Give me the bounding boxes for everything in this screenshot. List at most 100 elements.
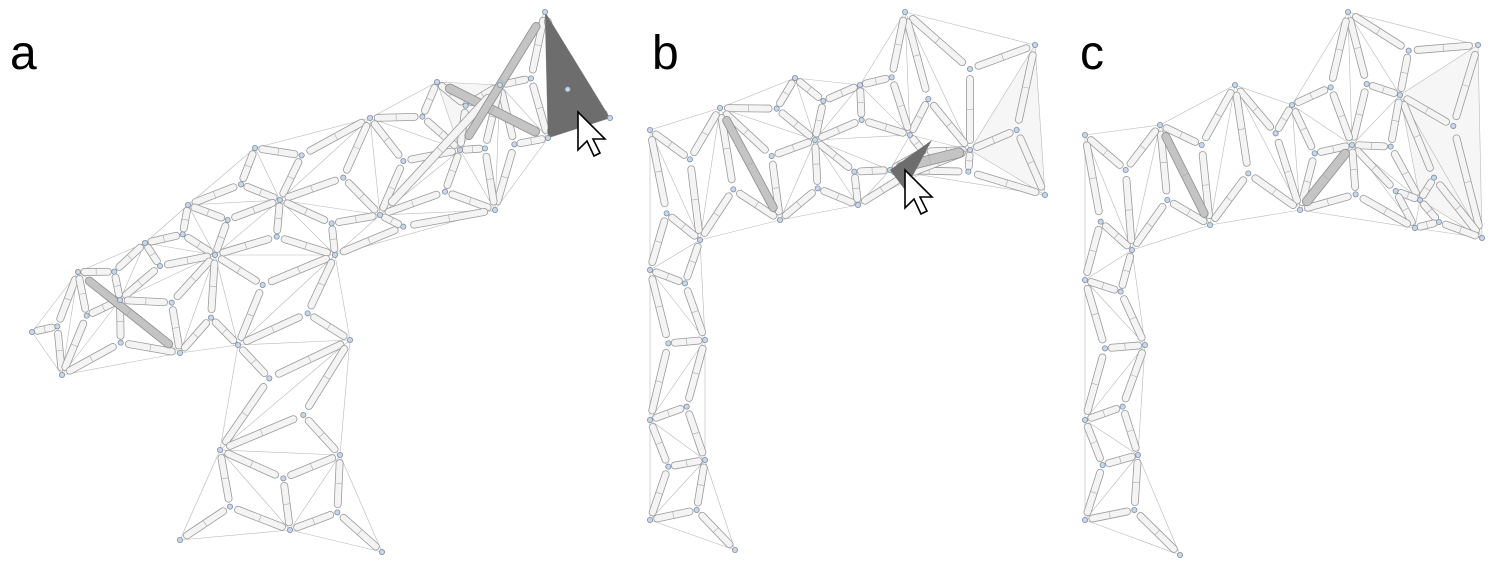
- tensegrity-structure-c: [1081, 8, 1485, 559]
- node-joint: [378, 549, 385, 556]
- node-joint: [647, 517, 653, 524]
- node-joint: [156, 262, 163, 269]
- strut: [776, 79, 796, 108]
- strut: [648, 423, 670, 464]
- strut: [224, 449, 279, 479]
- strut: [75, 275, 90, 313]
- strut: [1291, 108, 1316, 151]
- strut: [1441, 220, 1480, 240]
- cable: [904, 11, 971, 151]
- panel-label-b: b: [652, 27, 679, 80]
- strut: [1388, 98, 1403, 143]
- strut: [1302, 148, 1350, 207]
- cable: [1131, 249, 1146, 346]
- node-joint: [226, 503, 233, 510]
- cable: [254, 117, 371, 149]
- strut: [909, 101, 930, 133]
- strut: [778, 109, 814, 140]
- cable: [699, 219, 781, 241]
- strut: [685, 344, 707, 402]
- strut: [683, 287, 707, 337]
- cable: [1347, 11, 1479, 46]
- node-joint: [665, 463, 672, 470]
- strut: [339, 226, 399, 256]
- strut: [267, 254, 330, 286]
- node-joint: [925, 96, 932, 103]
- cable: [459, 149, 496, 211]
- strut: [147, 231, 181, 246]
- cable: [719, 77, 796, 109]
- cable: [814, 139, 859, 206]
- node-joint: [211, 251, 218, 258]
- node-joint: [665, 340, 672, 347]
- cable: [279, 117, 371, 201]
- strut: [818, 119, 859, 141]
- node-joint: [331, 251, 338, 258]
- strut: [243, 182, 278, 202]
- node-joint: [1198, 141, 1205, 148]
- strut: [1351, 13, 1405, 50]
- cable: [1034, 44, 1046, 196]
- node-joint: [607, 115, 614, 122]
- node-joint: [732, 547, 739, 554]
- strut: [242, 313, 303, 345]
- strut: [217, 454, 233, 503]
- cable: [1209, 84, 1236, 226]
- strut: [1303, 192, 1352, 212]
- node-joint: [207, 314, 214, 321]
- arrow-cursor-icon: [577, 110, 607, 158]
- node-joint: [1206, 221, 1213, 228]
- strut: [1087, 405, 1121, 422]
- node-joint: [366, 115, 373, 122]
- cable: [144, 242, 216, 256]
- cable: [219, 449, 341, 456]
- cable: [179, 344, 239, 354]
- node-joint: [768, 152, 775, 159]
- node-joint: [965, 168, 972, 175]
- strut: [648, 275, 670, 338]
- strut: [929, 101, 969, 148]
- strut: [1202, 88, 1235, 142]
- cable: [814, 134, 911, 141]
- strut: [1136, 512, 1178, 553]
- cable: [859, 84, 911, 136]
- node-joint: [496, 82, 503, 89]
- strut: [1403, 95, 1450, 126]
- strut: [65, 343, 117, 375]
- strut: [239, 150, 257, 183]
- cable: [179, 254, 216, 354]
- node-joint: [441, 188, 448, 195]
- node-joint: [851, 168, 858, 175]
- cable: [904, 11, 911, 136]
- strut: [1397, 53, 1412, 92]
- strut: [1083, 284, 1107, 344]
- node-joint: [141, 239, 148, 246]
- strut: [1087, 278, 1119, 294]
- node-joint: [1352, 191, 1359, 198]
- node-joint: [693, 506, 700, 513]
- node-joint: [298, 152, 305, 159]
- strut: [1232, 91, 1251, 167]
- node-joint: [1231, 82, 1238, 89]
- strut: [717, 114, 736, 184]
- cable: [279, 199, 336, 256]
- strut: [342, 122, 371, 174]
- node-joint: [1344, 8, 1351, 15]
- strut: [56, 275, 80, 323]
- node-joint: [334, 509, 341, 516]
- node-joint: [234, 341, 241, 348]
- node-joint: [1296, 206, 1303, 213]
- strut: [333, 459, 344, 509]
- arrow-cursor-icon: [904, 168, 934, 216]
- node-joint: [511, 141, 518, 148]
- node-joint: [545, 134, 552, 141]
- node-joint: [75, 268, 82, 275]
- node-joint: [1245, 170, 1252, 177]
- strut: [698, 511, 734, 549]
- node-joint: [1272, 130, 1279, 137]
- cable: [649, 519, 736, 551]
- strut: [84, 276, 174, 349]
- strut: [1120, 295, 1146, 342]
- strut: [184, 233, 214, 256]
- node-joint: [1135, 451, 1142, 458]
